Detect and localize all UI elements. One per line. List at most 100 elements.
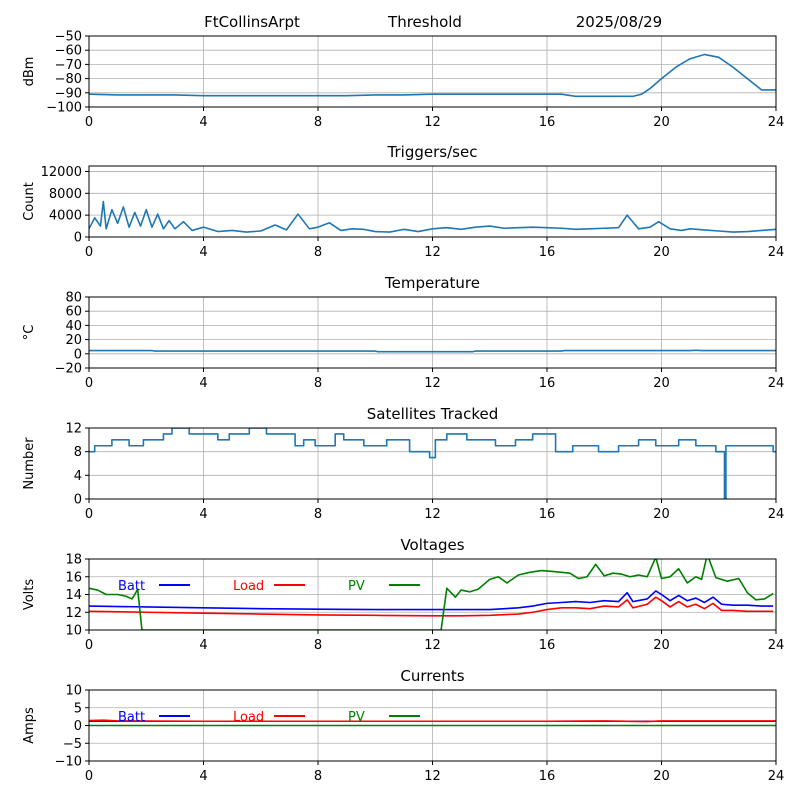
x-tick-label: 24 [768,638,785,653]
y-tick-label: 12 [65,606,82,621]
panel-satellites: 0 4 8 12 16 20 24 0 4 8 12 Satellites Tracked Number [22,405,784,522]
y-tick-label: −60 [55,44,82,59]
y-tick-label: 10 [65,684,82,699]
x-tick-label: 24 [768,769,785,784]
series-line [89,53,776,98]
y-tick-label: −90 [55,86,82,101]
x-tick-label: 16 [539,245,556,260]
x-tick-label: 16 [539,638,556,653]
y-axis-label: Volts [22,579,37,611]
legend-label-load: Load [233,579,264,594]
legend-label-pv: PV [348,710,365,725]
series-line-batt [89,590,774,611]
y-axis-label: Number [22,437,37,490]
legend-label-batt: Batt [118,579,145,594]
date-label: 2025/08/29 [576,13,662,31]
y-tick-label: 18 [65,553,82,568]
x-tick-label: 20 [653,245,670,260]
x-tick-label: 4 [199,115,207,130]
x-tick-label: 20 [653,638,670,653]
y-tick-label: 4 [74,469,82,484]
panel-threshold: 0 4 8 12 16 20 24 −100−90−80−70−60−50 dBm [22,30,784,131]
x-tick-label: 20 [653,507,670,522]
x-tick-label: 8 [314,115,322,130]
y-tick-label: 80 [65,291,82,306]
x-tick-label: 20 [653,115,670,130]
series-line [89,200,776,233]
chart-title: Triggers/sec [387,143,478,161]
x-tick-label: 4 [199,507,207,522]
chart-title: Voltages [400,536,464,554]
series-line-pv [89,559,774,630]
x-tick-label: 24 [768,245,785,260]
x-tick-label: 4 [199,769,207,784]
x-tick-label: 0 [85,376,93,391]
y-tick-label: 60 [65,305,82,320]
panel-voltages: 0 4 8 12 16 20 24 10 12 14 16 18 Voltages Volts Batt Lo… [22,536,784,653]
panel-triggers: 0 4 8 12 16 20 24 0 4000 8000 12000 Triggers/sec Cou… [22,143,784,260]
chart-title: Satellites Tracked [367,405,498,423]
x-tick-label: 12 [424,245,441,260]
x-tick-label: 12 [424,115,441,130]
y-axis-label: Count [22,182,37,221]
x-tick-label: 24 [768,376,785,391]
x-tick-label: 12 [424,507,441,522]
y-tick-label: 0 [74,231,82,246]
y-tick-label: −10 [55,755,82,770]
x-tick-label: 4 [199,376,207,391]
y-axis-label: Amps [22,707,37,744]
x-tick-label: 0 [85,507,93,522]
series-line-load [89,596,774,617]
series-line [89,428,776,499]
x-tick-label: 0 [85,769,93,784]
y-tick-label: 12000 [41,165,82,180]
x-tick-label: 16 [539,507,556,522]
x-tick-label: 16 [539,376,556,391]
y-tick-label: 5 [74,701,82,716]
figure-header: FtCollinsArpt Threshold 2025/08/29 [204,13,662,31]
y-tick-label: 0 [74,493,82,508]
y-tick-label: 40 [65,319,82,334]
x-tick-label: 8 [314,245,322,260]
x-tick-label: 12 [424,769,441,784]
y-tick-label: −5 [63,737,82,752]
y-tick-label: −70 [55,58,82,73]
x-tick-label: 24 [768,115,785,130]
x-tick-label: 8 [314,376,322,391]
x-tick-label: 16 [539,115,556,130]
x-tick-label: 8 [314,638,322,653]
legend-label-batt: Batt [118,710,145,725]
x-tick-label: 0 [85,638,93,653]
y-tick-label: −80 [55,72,82,87]
panel-currents: 0 4 8 12 16 20 24 −10 −5 0 5 10 Currents Amps Batt Load… [22,667,784,784]
x-tick-label: 8 [314,507,322,522]
x-tick-label: 0 [85,115,93,130]
y-tick-label: 10 [65,624,82,639]
y-tick-label: −20 [55,362,82,377]
chart-title: Currents [400,667,464,685]
x-tick-label: 4 [199,245,207,260]
y-tick-label: −50 [55,30,82,45]
y-tick-label: 16 [65,570,82,585]
y-tick-label: −100 [46,101,82,116]
y-tick-label: 4000 [49,209,82,224]
x-tick-label: 12 [424,638,441,653]
x-tick-label: 0 [85,245,93,260]
series-line [89,349,776,353]
y-tick-label: 12 [65,422,82,437]
y-tick-label: 8000 [49,187,82,202]
y-tick-label: 0 [74,719,82,734]
x-tick-label: 12 [424,376,441,391]
legend-label-load: Load [233,710,264,725]
threshold-label: Threshold [387,13,462,31]
y-tick-label: 20 [65,333,82,348]
station-name: FtCollinsArpt [204,13,300,31]
legend-label-pv: PV [348,579,365,594]
y-axis-label: dBm [22,57,37,87]
y-axis-label: °C [22,325,37,341]
x-tick-label: 8 [314,769,322,784]
x-tick-label: 20 [653,376,670,391]
